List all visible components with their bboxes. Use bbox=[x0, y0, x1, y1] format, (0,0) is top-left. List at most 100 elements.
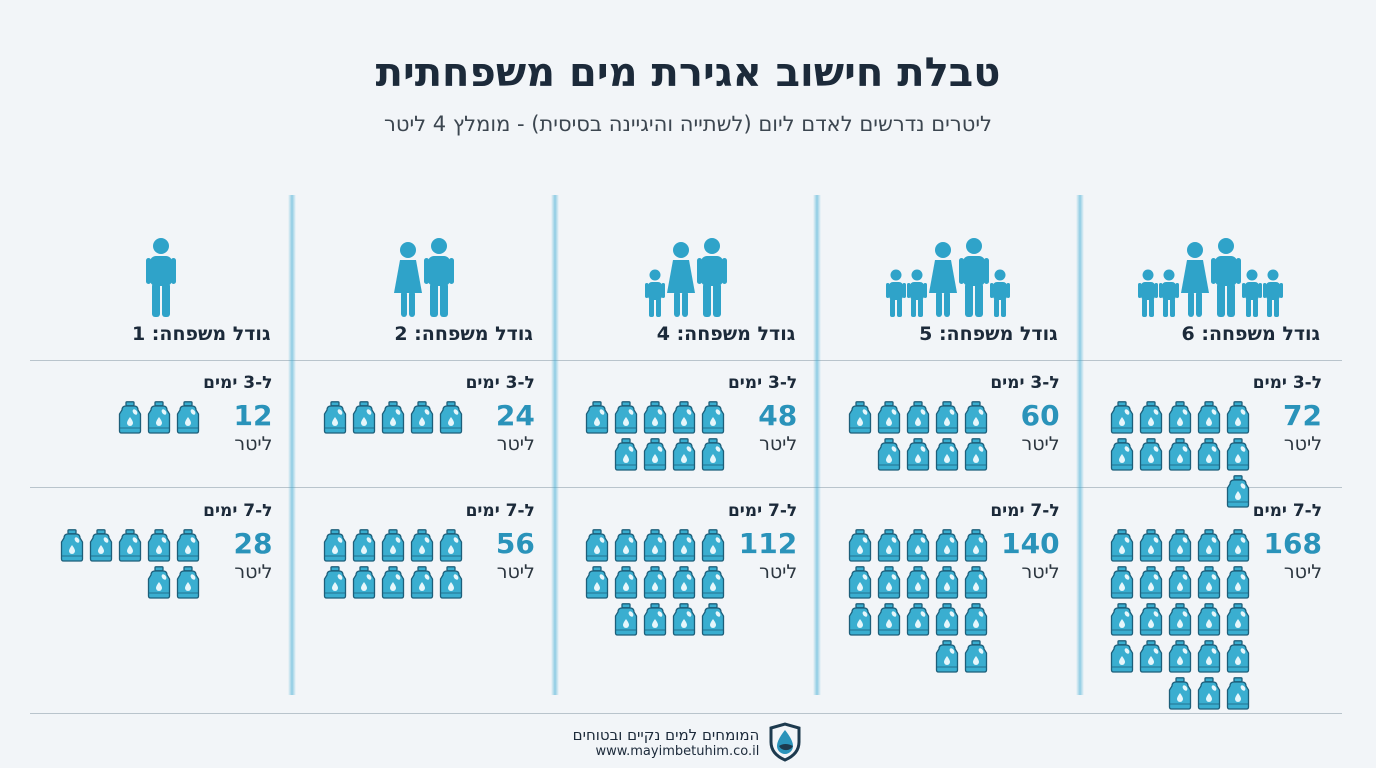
water-bottle-icon bbox=[323, 529, 347, 562]
water-bottle-icon bbox=[1226, 475, 1250, 508]
water-bottle-icon bbox=[935, 566, 959, 599]
liters-unit: ליטר bbox=[759, 561, 798, 583]
child-figure-icon bbox=[1263, 269, 1284, 317]
liters-unit: ליטר bbox=[759, 433, 798, 455]
water-bottle-icon bbox=[410, 529, 434, 562]
water-bottle-icon bbox=[1110, 566, 1134, 599]
water-bottle-icon bbox=[1139, 640, 1163, 673]
woman-figure-icon bbox=[393, 241, 423, 317]
man-figure-icon bbox=[697, 237, 728, 317]
water-bottle-icon bbox=[1226, 438, 1250, 471]
water-bottle-icon bbox=[439, 529, 463, 562]
seven-days-cell: ל-7 ימים 56 ליטר bbox=[302, 501, 535, 599]
family-column: גודל משפחה: 5 ל-3 ימים 60 ליטר ל-7 ימים 1… bbox=[813, 195, 1079, 695]
water-bottle-icon bbox=[1110, 401, 1134, 434]
family-size-label: גודל משפחה: 6 bbox=[1181, 323, 1321, 345]
shield-water-drop-icon bbox=[769, 722, 801, 762]
bottles-group bbox=[843, 399, 988, 471]
water-bottle-icon bbox=[614, 438, 638, 471]
water-bottle-icon bbox=[147, 401, 171, 434]
water-bottle-icon bbox=[1110, 529, 1134, 562]
water-bottle-icon bbox=[643, 603, 667, 636]
bottles-group bbox=[318, 399, 463, 434]
water-bottle-icon bbox=[935, 529, 959, 562]
water-bottle-icon bbox=[643, 566, 667, 599]
water-bottle-icon bbox=[147, 529, 171, 562]
water-bottle-icon bbox=[118, 529, 142, 562]
duration-label: ל-3 ימים bbox=[1252, 373, 1322, 393]
water-bottle-icon bbox=[672, 401, 696, 434]
water-bottle-icon bbox=[906, 438, 930, 471]
bottles-group bbox=[40, 527, 200, 599]
water-bottle-icon bbox=[1110, 603, 1134, 636]
footer: המומחים למים נקיים ובטוחים www.mayimbetu… bbox=[0, 722, 1376, 762]
water-bottle-icon bbox=[848, 401, 872, 434]
child-figure-icon bbox=[645, 269, 666, 317]
family-size-label: גודל משפחה: 4 bbox=[656, 323, 796, 345]
water-bottle-icon bbox=[1226, 640, 1250, 673]
water-bottle-icon bbox=[1139, 603, 1163, 636]
water-bottle-icon bbox=[643, 529, 667, 562]
water-bottle-icon bbox=[381, 529, 405, 562]
water-bottle-icon bbox=[964, 603, 988, 636]
duration-label: ל-7 ימים bbox=[990, 501, 1060, 521]
footer-tagline: המומחים למים נקיים ובטוחים bbox=[572, 725, 760, 744]
bottles-group bbox=[1090, 527, 1250, 710]
divider bbox=[30, 360, 1342, 361]
water-bottle-icon bbox=[1226, 529, 1250, 562]
water-bottle-icon bbox=[1139, 529, 1163, 562]
water-bottle-icon bbox=[701, 603, 725, 636]
duration-label: ל-3 ימים bbox=[465, 373, 535, 393]
water-bottle-icon bbox=[1168, 640, 1192, 673]
water-bottle-icon bbox=[672, 529, 696, 562]
family-size-label: גודל משפחה: 5 bbox=[919, 323, 1058, 345]
child-figure-icon bbox=[1138, 269, 1159, 317]
woman-figure-icon bbox=[928, 241, 958, 317]
water-bottle-icon bbox=[1197, 566, 1221, 599]
liters-unit: ליטר bbox=[496, 433, 535, 455]
water-bottle-icon bbox=[323, 566, 347, 599]
family-column: גודל משפחה: 2 ל-3 ימים 24 ליטר ל-7 ימים 5… bbox=[288, 195, 554, 695]
family-figures bbox=[817, 195, 1079, 325]
water-bottle-icon bbox=[1110, 640, 1134, 673]
water-bottle-icon bbox=[1226, 677, 1250, 710]
duration-label: ל-7 ימים bbox=[203, 501, 273, 521]
liters-unit: ליטר bbox=[234, 561, 273, 583]
water-bottle-icon bbox=[906, 566, 930, 599]
water-bottle-icon bbox=[585, 529, 609, 562]
liters-unit: ליטר bbox=[234, 433, 273, 455]
water-bottle-icon bbox=[906, 529, 930, 562]
water-bottle-icon bbox=[410, 401, 434, 434]
water-bottle-icon bbox=[877, 438, 901, 471]
bottles-group bbox=[580, 527, 725, 636]
child-figure-icon bbox=[907, 269, 928, 317]
water-bottle-icon bbox=[352, 529, 376, 562]
three-days-cell: ל-3 ימים 60 ליטר bbox=[827, 373, 1060, 471]
water-bottle-icon bbox=[1168, 529, 1192, 562]
liters-value: 12 bbox=[233, 399, 273, 432]
water-bottle-icon bbox=[877, 529, 901, 562]
water-bottle-icon bbox=[614, 401, 638, 434]
water-bottle-icon bbox=[935, 640, 959, 673]
water-bottle-icon bbox=[1139, 566, 1163, 599]
water-bottle-icon bbox=[964, 566, 988, 599]
water-bottle-icon bbox=[1197, 438, 1221, 471]
water-bottle-icon bbox=[614, 566, 638, 599]
liters-value: 72 bbox=[1283, 399, 1322, 432]
man-figure-icon bbox=[424, 237, 455, 317]
child-figure-icon bbox=[1242, 269, 1263, 317]
divider bbox=[30, 487, 1342, 488]
water-bottle-icon bbox=[1168, 438, 1192, 471]
water-bottle-icon bbox=[1139, 401, 1163, 434]
water-bottle-icon bbox=[643, 438, 667, 471]
three-days-cell: ל-3 ימים 72 ליטר bbox=[1090, 373, 1322, 508]
water-bottle-icon bbox=[1226, 566, 1250, 599]
water-bottle-icon bbox=[60, 529, 84, 562]
water-bottle-icon bbox=[964, 640, 988, 673]
family-column: גודל משפחה: 4 ל-3 ימים 48 ליטר ל-7 ימים 1… bbox=[550, 195, 817, 695]
bottles-group bbox=[843, 527, 988, 673]
water-bottle-icon bbox=[701, 566, 725, 599]
man-figure-icon bbox=[959, 237, 990, 317]
water-bottle-icon bbox=[147, 566, 171, 599]
water-bottle-icon bbox=[614, 529, 638, 562]
